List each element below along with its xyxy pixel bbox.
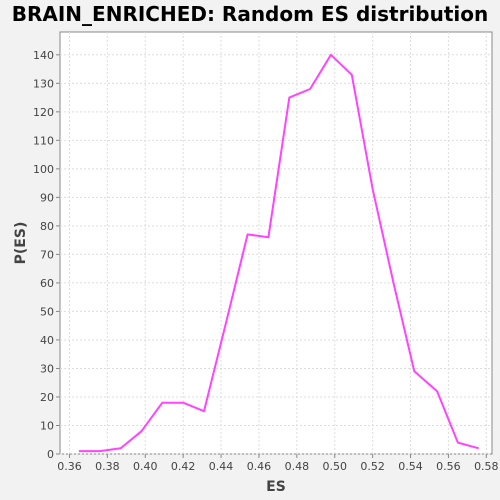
y-tick-label: 140 (33, 49, 54, 62)
x-tick-label: 0.42 (171, 460, 196, 473)
plot-area (59, 31, 493, 455)
grid (60, 32, 492, 455)
chart-title: BRAIN_ENRICHED: Random ES distribution (12, 2, 489, 26)
x-tick-label: 0.44 (209, 460, 234, 473)
y-tick-label: 60 (40, 277, 54, 290)
x-tick-label: 0.54 (398, 460, 423, 473)
x-axis-label: ES (266, 479, 286, 495)
y-axis-label: P(ES) (13, 222, 29, 265)
y-tick-label: 30 (40, 362, 54, 375)
y-tick-label: 40 (40, 334, 54, 347)
x-tick-label: 0.46 (247, 460, 272, 473)
y-tick-label: 0 (47, 448, 54, 461)
x-tick-label: 0.52 (360, 460, 385, 473)
y-tick-label: 130 (33, 77, 54, 90)
y-tick-label: 90 (40, 191, 54, 204)
y-tick-label: 50 (40, 305, 54, 318)
x-tick-label: 0.38 (95, 460, 120, 473)
series-line (78, 53, 479, 453)
y-tick-label: 10 (40, 419, 54, 432)
y-tick-label: 110 (33, 134, 54, 147)
x-tick-label: 0.56 (436, 460, 461, 473)
x-tick-label: 0.50 (322, 460, 347, 473)
y-tick-label: 80 (40, 220, 54, 233)
y-tick-label: 20 (40, 391, 54, 404)
y-tick-label: 100 (33, 163, 54, 176)
axes: 0.36 0.38 0.40 0.42 0.44 0.46 0.48 0.50 0.52 0.54… (33, 49, 499, 473)
x-tick-label: 0.48 (285, 460, 310, 473)
y-tick-label: 70 (40, 248, 54, 261)
series (78, 53, 479, 453)
x-tick-label: 0.40 (133, 460, 158, 473)
x-tick-label: 0.58 (474, 460, 499, 473)
y-tick-label: 120 (33, 106, 54, 119)
x-tick-label: 0.36 (57, 460, 82, 473)
